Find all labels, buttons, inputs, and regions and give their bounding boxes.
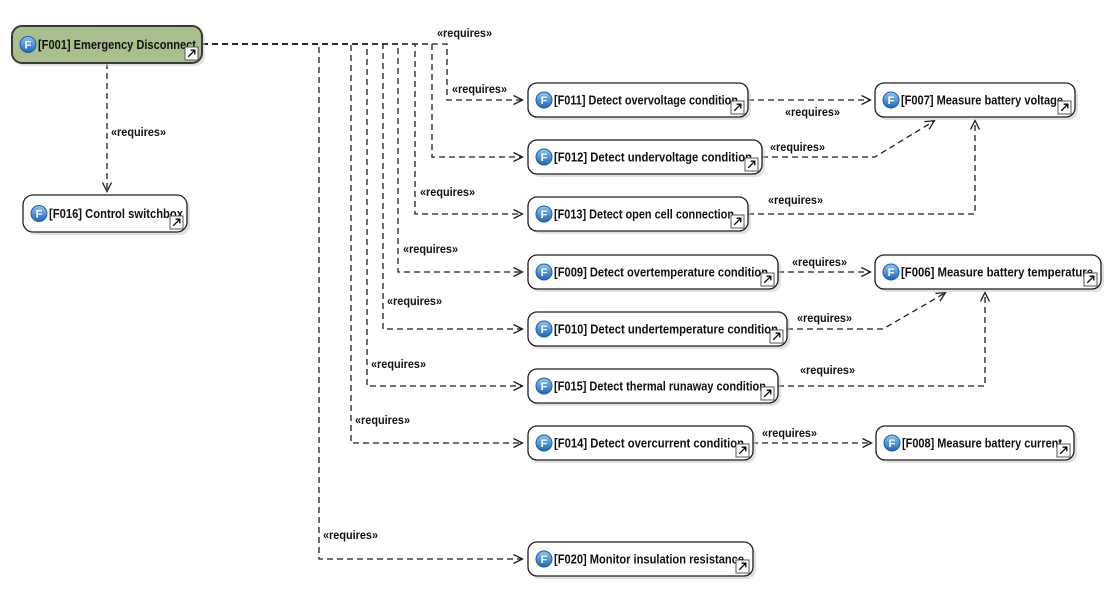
function-icon-letter: F [541, 267, 548, 279]
navigate-icon[interactable] [184, 46, 199, 61]
navigate-icon[interactable] [769, 329, 784, 344]
function-icon-letter: F [541, 438, 548, 450]
node-f011[interactable]: F [F011] Detect overvoltage condition [527, 82, 751, 120]
node-label: [F012] Detect undervoltage condition [554, 151, 752, 165]
node-f014[interactable]: F [F014] Detect overcurrent condition [527, 425, 756, 463]
edge-f001-f014[interactable] [202, 43, 524, 449]
edge-labels-layer: «requires» «requires» «requires» «requir… [111, 26, 855, 542]
edge-f001-f012[interactable] [202, 43, 524, 163]
edge-f001-f020[interactable] [202, 43, 524, 565]
node-f020[interactable]: F [F020] Monitor insulation resistance [527, 541, 756, 579]
node-f013[interactable]: F [F013] Detect open cell connection [527, 196, 751, 234]
node-f009[interactable]: F [F009] Detect overtemperature conditio… [527, 254, 781, 292]
node-f006[interactable]: F [F006] Measure battery temperature [874, 254, 1104, 292]
edge-label: «requires» [420, 185, 475, 199]
node-f008[interactable]: F [F008] Measure battery current [875, 425, 1077, 463]
edge-label: «requires» [111, 125, 166, 139]
function-icon [30, 205, 48, 222]
function-icon [882, 91, 900, 109]
node-f015[interactable]: F [F015] Detect thermal runaway conditio… [527, 368, 781, 406]
node-label: [F013] Detect open cell connection [554, 208, 734, 222]
function-icon-letter: F [888, 95, 895, 107]
edge-label: «requires» [371, 357, 426, 371]
edge-label: «requires» [437, 26, 492, 40]
edge-label: «requires» [452, 82, 507, 96]
node-label: [F016] Control switchbox [49, 207, 183, 221]
edge-label: «requires» [762, 426, 817, 440]
navigate-icon[interactable] [744, 157, 759, 172]
edge-label: «requires» [792, 255, 847, 269]
node-f016[interactable]: F [F016] Control switchbox [22, 194, 190, 235]
node-label: [F011] Detect overvoltage condition [554, 94, 738, 108]
edge-label: «requires» [770, 140, 825, 154]
function-icon-letter: F [541, 554, 548, 566]
function-icon [535, 377, 553, 395]
function-icon-letter: F [541, 381, 548, 393]
navigate-icon[interactable] [730, 214, 745, 229]
function-icon-letter: F [25, 40, 32, 52]
function-icon [535, 550, 553, 568]
function-icon-letter: F [541, 209, 548, 221]
node-f001[interactable]: F [F001] Emergency Disconnect [11, 25, 205, 66]
function-icon [535, 148, 553, 166]
navigate-icon[interactable] [1057, 100, 1072, 115]
navigate-icon[interactable] [735, 443, 750, 458]
node-label: [F009] Detect overtemperature condition [554, 266, 768, 280]
edge-label: «requires» [800, 363, 855, 377]
edge-label: «requires» [403, 242, 458, 256]
function-icon-letter: F [541, 95, 548, 107]
edge-label: «requires» [387, 294, 442, 308]
node-label: [F014] Detect overcurrent condition [554, 437, 744, 451]
node-f010[interactable]: F [F010] Detect undertemperature conditi… [527, 311, 790, 349]
edge-label: «requires» [323, 528, 378, 542]
node-f007[interactable]: F [F007] Measure battery voltage [874, 82, 1078, 120]
node-label: [F007] Measure battery voltage [901, 94, 1063, 108]
function-icon-letter: F [36, 209, 43, 221]
navigate-icon[interactable] [1083, 272, 1098, 287]
node-label: [F020] Monitor insulation resistance [554, 553, 744, 567]
navigate-icon[interactable] [169, 215, 184, 230]
function-icon-letter: F [888, 267, 895, 279]
function-icon [535, 205, 553, 223]
navigate-icon[interactable] [730, 100, 745, 115]
function-icon [535, 91, 553, 109]
function-icon [535, 320, 553, 338]
node-label: [F010] Detect undertemperature condition [554, 323, 778, 337]
node-label: [F008] Measure battery current [902, 437, 1063, 451]
function-icon-letter: F [889, 438, 896, 450]
navigate-icon[interactable] [1056, 443, 1071, 458]
node-label: [F006] Measure battery temperature [901, 266, 1093, 280]
function-icon [535, 263, 553, 281]
edge-f012-f007[interactable] [762, 119, 936, 158]
navigate-icon[interactable] [735, 559, 750, 574]
node-f012[interactable]: F [F012] Detect undervoltage condition [527, 139, 765, 177]
navigate-icon[interactable] [760, 386, 775, 401]
edge-f010-f006[interactable] [787, 292, 947, 330]
function-icon [535, 434, 553, 452]
edge-label: «requires» [797, 311, 852, 325]
edge-label: «requires» [355, 413, 410, 427]
node-label: [F015] Detect thermal runaway condition [554, 380, 766, 394]
edge-label: «requires» [768, 193, 823, 207]
edge-label: «requires» [785, 105, 840, 119]
function-icon [19, 36, 37, 53]
edge-f001-f009[interactable] [202, 43, 524, 278]
function-icon-letter: F [541, 152, 548, 164]
edges-layer [101, 43, 991, 565]
navigate-icon[interactable] [760, 272, 775, 287]
function-icon-letter: F [541, 324, 548, 336]
function-icon [882, 263, 900, 281]
function-icon [883, 434, 901, 452]
node-label: [F001] Emergency Disconnect [38, 38, 197, 52]
edge-f013-f007[interactable] [748, 119, 981, 215]
